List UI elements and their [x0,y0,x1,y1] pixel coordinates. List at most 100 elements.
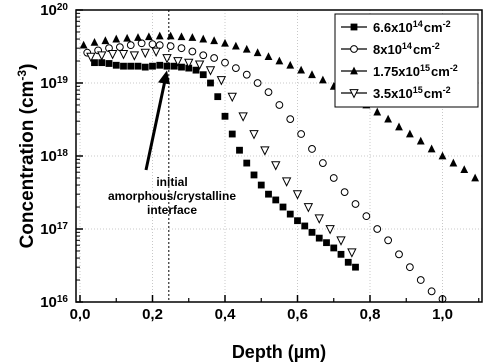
y-axis-label: Concentration (cm-3) [15,64,38,249]
data-point [177,44,186,53]
data-point [216,76,227,86]
data-point [151,47,161,58]
legend-marker [349,89,359,99]
data-point [325,225,335,235]
data-point [86,52,96,63]
legend-item: 1.75x1015cm-2 [341,63,458,79]
data-point [264,52,273,60]
data-point [260,146,270,156]
data-point [362,212,371,221]
y-tick-label: 1017 [40,221,68,239]
data-point [395,122,403,131]
data-point [286,210,294,218]
data-point [427,144,436,153]
annotation-text: interface [147,203,197,217]
data-point [166,42,175,51]
data-point [170,62,178,70]
data-point [177,32,186,41]
legend-marker [350,23,358,31]
data-point [210,54,219,62]
data-point [373,107,382,116]
legend-marker [350,66,358,75]
data-point [427,287,436,296]
data-point [384,114,393,123]
x-tick-label: 0,0 [70,306,91,323]
x-tick-label: 0,6 [287,306,308,323]
x-tick-label: 1,0 [432,306,453,323]
data-point [449,158,458,167]
y-tick-label: 1020 [40,2,68,20]
data-point [112,61,120,69]
data-point [242,44,251,53]
series-1 [91,59,359,271]
data-point [129,51,140,61]
data-point [221,58,229,67]
data-point [318,75,327,84]
data-point [162,54,172,64]
data-point [337,250,345,258]
data-point [323,239,330,247]
legend-item: 8x1014cm-2 [341,41,440,57]
data-point [340,188,349,197]
annotation-arrow [144,80,167,171]
data-point [126,41,135,50]
data-point [315,234,323,242]
y-tick-label: 1016 [40,294,68,312]
annotation-text: initial [156,175,187,189]
data-point [149,62,156,70]
data-point [166,31,175,40]
data-point [243,159,251,167]
data-point [155,31,164,40]
data-point [347,248,357,258]
data-point [301,222,309,230]
y-tick-label: 1019 [40,75,68,93]
data-point [134,62,142,70]
data-point [148,40,157,49]
data-point [173,57,183,67]
annotation-arrowhead [158,70,170,85]
axis-ticks: 0,00,20,40,60,81,01,21016101710181019102… [40,2,480,323]
legend-label: 6.6x1014cm-2 [373,19,451,35]
data-point [329,174,338,182]
legend-label: 3.5x1015cm-2 [373,85,451,101]
data-point [352,263,359,271]
legend-item: 6.6x1014cm-2 [341,19,451,35]
data-point [112,34,121,43]
data-point [265,190,272,198]
data-point [236,146,243,154]
data-point [105,60,113,67]
data-point [120,62,127,70]
data-point [79,40,88,49]
data-point [107,50,118,60]
data-point [231,41,240,50]
legend-label: 1.75x1015cm-2 [373,63,458,79]
series-4 [86,47,357,258]
data-point [207,79,214,87]
data-point [286,115,295,124]
data-point [336,236,346,246]
data-point [292,190,303,200]
data-point [123,33,132,42]
data-point [238,112,248,122]
data-point [351,200,360,208]
data-point [272,196,280,204]
data-point [275,56,284,65]
x-axis-label: Depth (µm) [232,342,326,362]
data-point [279,203,287,211]
data-point [90,37,99,46]
data-point [242,70,251,79]
data-point [214,93,222,101]
data-point [281,177,292,187]
legend: 6.6x1014cm-2 8x1014cm-2 1.75x1015cm-2 3.5x1… [334,13,479,108]
data-point [308,228,316,236]
data-point [330,244,338,252]
data-point [314,214,324,224]
data-point [140,48,150,59]
data-point [199,51,208,60]
data-point [308,70,316,79]
data-point [416,136,425,145]
legend-marker [350,45,358,53]
data-point [199,71,207,79]
